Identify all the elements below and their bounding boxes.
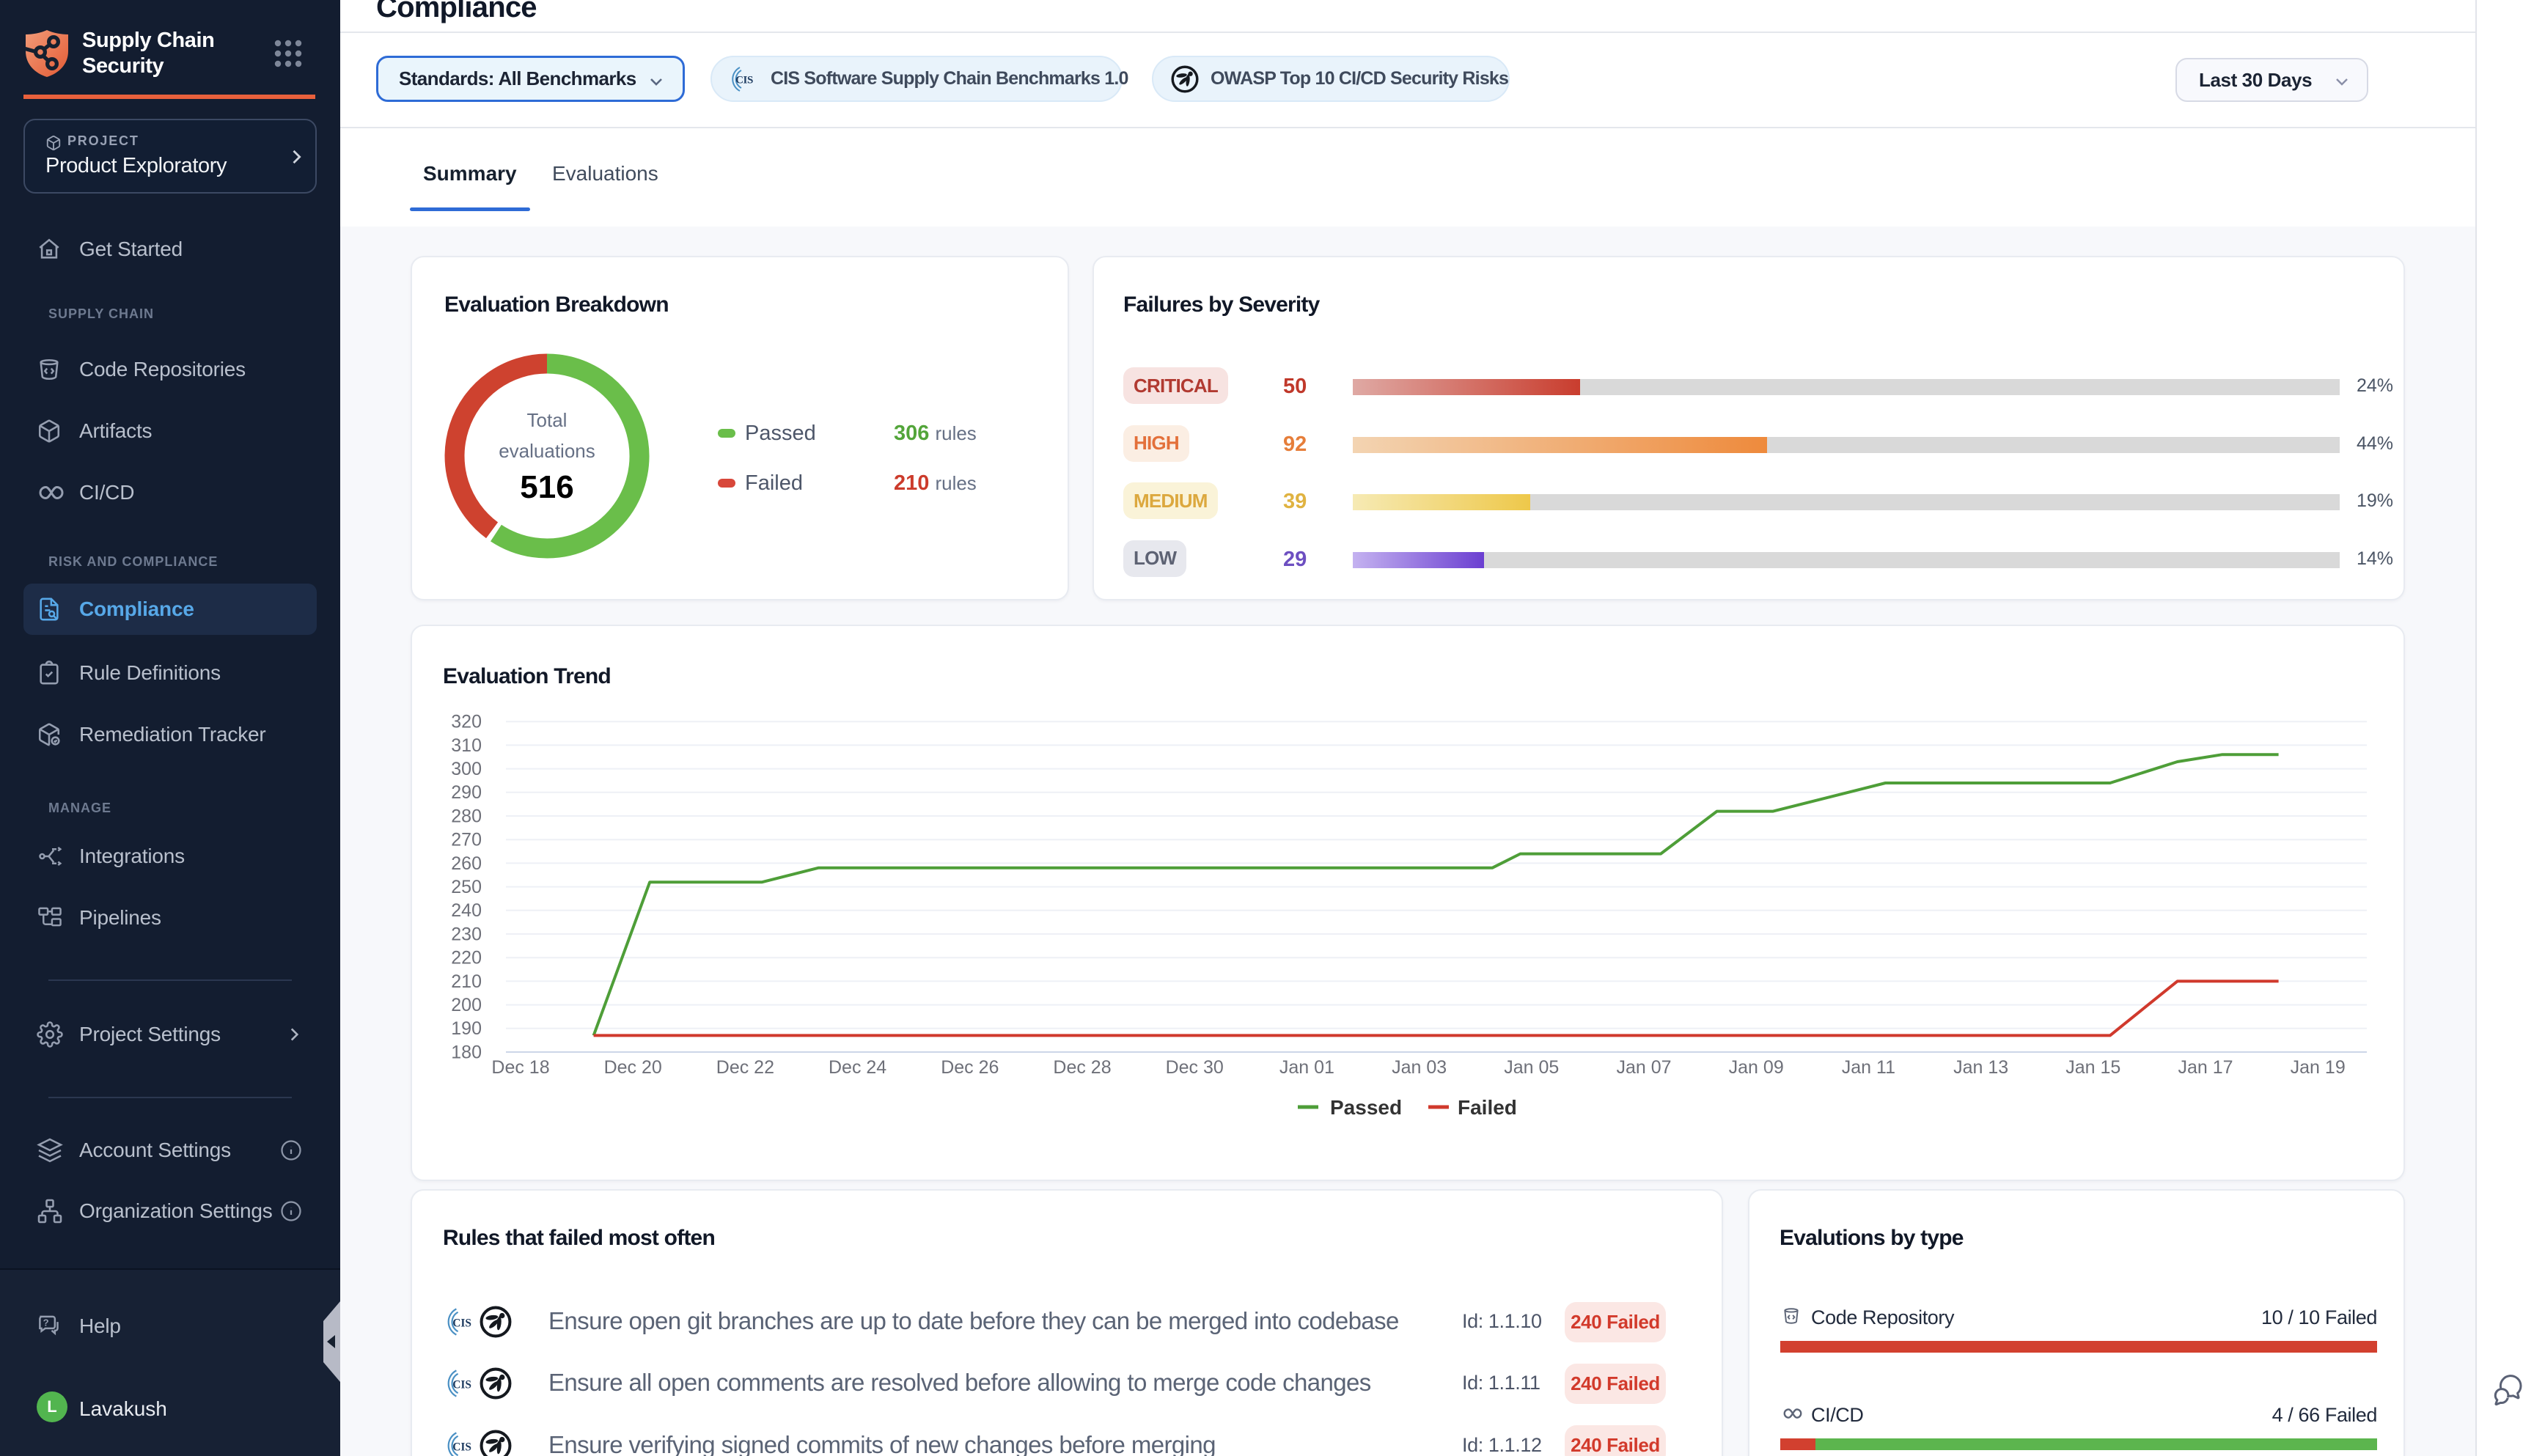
svg-text:CIS: CIS — [452, 1441, 471, 1453]
svg-text:Total: Total — [527, 409, 568, 431]
svg-text:230: 230 — [451, 924, 482, 944]
svg-text:290: 290 — [451, 782, 482, 803]
svg-text:Dec 30: Dec 30 — [1166, 1057, 1224, 1078]
svg-text:Jan 09: Jan 09 — [1729, 1057, 1784, 1078]
svg-text:Dec 22: Dec 22 — [716, 1057, 774, 1078]
svg-text:Dec 18: Dec 18 — [491, 1057, 549, 1078]
svg-text:260: 260 — [451, 853, 482, 874]
svg-text:?: ? — [43, 1317, 49, 1328]
svg-text:250: 250 — [451, 877, 482, 897]
svg-text:CIS: CIS — [452, 1379, 471, 1391]
svg-text:Dec 24: Dec 24 — [829, 1057, 886, 1078]
svg-text:240: 240 — [451, 900, 482, 921]
svg-text:220: 220 — [451, 948, 482, 968]
svg-text:190: 190 — [451, 1018, 482, 1039]
svg-text:Jan 03: Jan 03 — [1392, 1057, 1447, 1078]
svg-text:200: 200 — [451, 995, 482, 1015]
svg-text:300: 300 — [451, 759, 482, 779]
svg-text:Dec 20: Dec 20 — [604, 1057, 662, 1078]
svg-text:310: 310 — [451, 735, 482, 756]
svg-text:Passed: Passed — [1330, 1096, 1402, 1119]
svg-text:Jan 07: Jan 07 — [1616, 1057, 1671, 1078]
svg-text:320: 320 — [451, 712, 482, 732]
svg-text:Jan 15: Jan 15 — [2065, 1057, 2120, 1078]
svg-text:CIS: CIS — [735, 74, 753, 86]
svg-text:evaluations: evaluations — [499, 440, 595, 462]
svg-text:Jan 01: Jan 01 — [1279, 1057, 1334, 1078]
svg-text:Jan 19: Jan 19 — [2291, 1057, 2346, 1078]
svg-text:Jan 13: Jan 13 — [1953, 1057, 2008, 1078]
svg-text:Dec 26: Dec 26 — [941, 1057, 999, 1078]
svg-text:Jan 11: Jan 11 — [1842, 1057, 1895, 1078]
svg-text:516: 516 — [520, 469, 573, 505]
svg-text:Failed: Failed — [1458, 1096, 1517, 1119]
svg-text:Jan 17: Jan 17 — [2178, 1057, 2233, 1078]
svg-text:180: 180 — [451, 1042, 482, 1062]
svg-text:280: 280 — [451, 806, 482, 826]
svg-text:CIS: CIS — [452, 1317, 471, 1330]
svg-text:Dec 28: Dec 28 — [1053, 1057, 1111, 1078]
svg-text:270: 270 — [451, 830, 482, 850]
svg-text:210: 210 — [451, 971, 482, 992]
svg-text:Jan 05: Jan 05 — [1504, 1057, 1559, 1078]
